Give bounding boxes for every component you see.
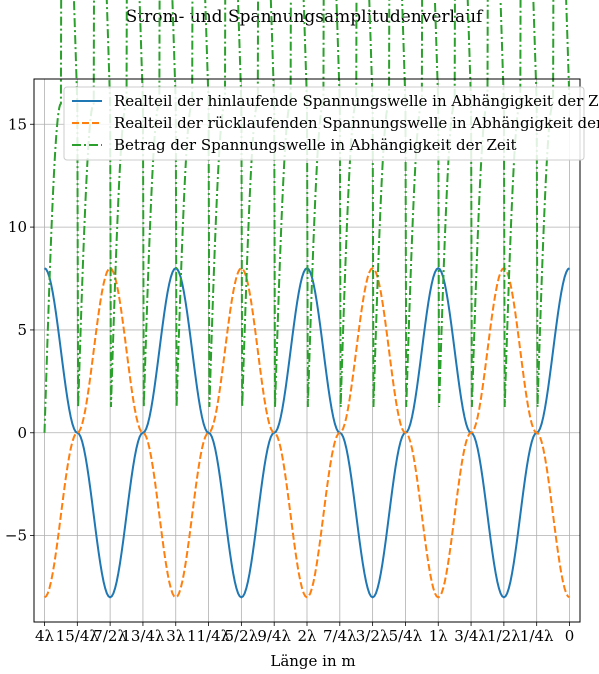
x-tick-label: 7/4λ xyxy=(323,627,357,645)
x-tick-label: 3/4λ xyxy=(454,627,488,645)
x-tick-label: 13/4λ xyxy=(121,627,165,645)
x-tick-label: 2λ xyxy=(297,627,317,645)
x-tick-label: 11/4λ xyxy=(187,627,231,645)
x-tick-label: 1/2λ xyxy=(487,627,521,645)
x-tick-label: 0 xyxy=(565,627,575,645)
y-tick-label: 15 xyxy=(8,115,27,133)
x-tick-label: 5/4λ xyxy=(389,627,423,645)
y-tick-label: 5 xyxy=(17,321,27,339)
x-tick-label: 7/2λ xyxy=(93,627,127,645)
y-tick-label: −5 xyxy=(5,527,27,545)
x-axis-label: Länge in m xyxy=(270,652,355,670)
x-tick-label: 1/4λ xyxy=(520,627,554,645)
x-tick-label: 9/4λ xyxy=(257,627,291,645)
x-tick-label: 3λ xyxy=(166,627,186,645)
legend: Realteil der hinlaufende Spannungswelle … xyxy=(63,86,599,161)
x-tick-label: 5/2λ xyxy=(225,627,259,645)
legend-box xyxy=(63,86,585,161)
x-tick-label: 4λ xyxy=(35,627,55,645)
legend-entry-2: Betrag der Spannungswelle in Abhängigkei… xyxy=(114,136,517,154)
y-tick-label: 10 xyxy=(8,218,27,236)
y-tick-label: 0 xyxy=(17,424,27,442)
y-ticks: 15 10 5 0 −5 xyxy=(5,115,34,545)
x-tick-label: 15/4λ xyxy=(56,627,100,645)
legend-entry-1: Realteil der rücklaufenden Spannungswell… xyxy=(114,114,599,132)
series-line-1 xyxy=(43,267,571,599)
series-line-2 xyxy=(43,0,571,433)
x-tick-label: 3/2λ xyxy=(356,627,390,645)
legend-entry-0: Realteil der hinlaufende Spannungswelle … xyxy=(114,92,599,110)
x-tick-label: 1λ xyxy=(429,627,449,645)
